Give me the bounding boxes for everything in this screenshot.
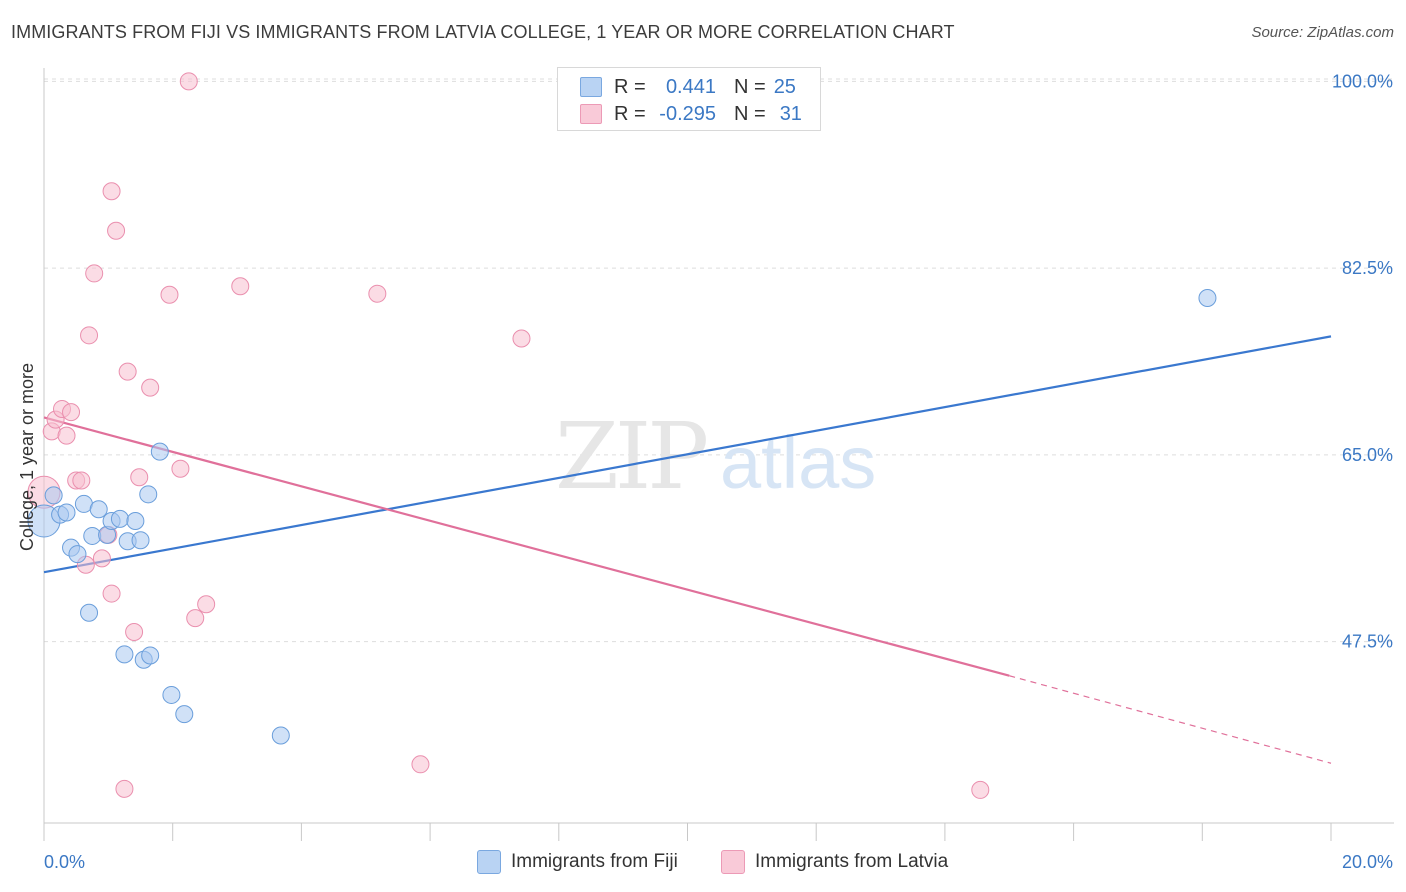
legend-row-fiji: R = 0.441 N = 25 — [580, 74, 796, 100]
latvia-point — [512, 329, 531, 348]
latvia-point — [411, 755, 430, 774]
y-tick-label: 100.0% — [1332, 71, 1393, 91]
latvia-point — [62, 403, 81, 422]
fiji-trend-line — [43, 335, 1332, 574]
latvia-point — [197, 595, 216, 614]
latvia-point — [125, 622, 144, 641]
latvia-point — [118, 362, 137, 381]
data-points — [27, 72, 1217, 799]
fiji-n-label: N = — [734, 75, 766, 98]
fiji-point — [141, 646, 160, 665]
latvia-point — [107, 221, 126, 240]
x-tick-label: 20.0% — [1342, 852, 1393, 872]
legend-row-latvia: R = -0.295 N = 31 — [580, 101, 802, 127]
trend-lines — [43, 335, 1332, 764]
latvia-point — [72, 471, 91, 490]
latvia-point — [971, 780, 990, 799]
bottom-latvia-label: Immigrants from Latvia — [755, 851, 949, 872]
fiji-swatch — [580, 77, 602, 97]
latvia-n-value: 31 — [779, 102, 802, 125]
latvia-point — [160, 285, 179, 304]
fiji-n-value: 25 — [773, 75, 796, 98]
grid-lines — [44, 78, 1394, 643]
fiji-point — [126, 512, 145, 531]
latvia-point — [115, 779, 134, 798]
latvia-swatch — [580, 104, 602, 124]
fiji-r-value: 0.441 — [665, 75, 716, 98]
y-tick-label: 47.5% — [1342, 632, 1393, 652]
latvia-point — [102, 182, 121, 201]
bottom-latvia-swatch — [721, 850, 745, 874]
bottom-fiji-label: Immigrants from Fiji — [511, 851, 678, 872]
fiji-point — [131, 531, 150, 550]
latvia-point — [171, 459, 190, 478]
fiji-point — [80, 603, 99, 622]
fiji-point — [44, 486, 63, 505]
watermark-zip: ZIP — [555, 403, 706, 510]
latvia-point — [186, 609, 205, 628]
fiji-point — [89, 500, 108, 519]
chart-title: IMMIGRANTS FROM FIJI VS IMMIGRANTS FROM … — [11, 22, 955, 42]
latvia-n-label: N = — [734, 102, 766, 125]
latvia-r-label: R = — [614, 102, 646, 125]
latvia-point — [92, 549, 111, 568]
y-axis-title: College, 1 year or more — [17, 363, 37, 551]
fiji-point — [162, 685, 181, 704]
tick-labels: 47.5% 65.0% 82.5% 100.0% 0.0% 20.0% College, 1… — [17, 71, 1393, 872]
bottom-fiji-swatch — [477, 850, 501, 874]
latvia-point — [80, 326, 99, 345]
fiji-point — [115, 645, 134, 664]
latvia-point — [57, 426, 76, 445]
bottom-legend-fiji: Immigrants from Fiji — [477, 850, 678, 874]
fiji-point — [271, 726, 290, 745]
latvia-point — [231, 277, 250, 296]
fiji-point — [175, 705, 194, 724]
source-label: Source: ZipAtlas.com — [1251, 24, 1394, 41]
fiji-point — [68, 545, 87, 564]
x-tick-label: 0.0% — [44, 852, 85, 872]
bottom-legend-latvia: Immigrants from Latvia — [721, 850, 948, 874]
latvia-r-value: -0.295 — [659, 102, 716, 125]
fiji-point — [110, 509, 129, 528]
latvia-point — [130, 468, 149, 487]
correlation-legend: R = 0.441 N = 25 R = -0.295 N = 31 — [557, 67, 821, 131]
latvia-point — [102, 584, 121, 603]
y-tick-label: 65.0% — [1342, 445, 1393, 465]
latvia-point — [85, 264, 104, 283]
fiji-r-label: R = — [614, 75, 646, 98]
fiji-point — [139, 485, 158, 504]
latvia-point — [179, 72, 198, 91]
fiji-point — [150, 442, 169, 461]
latvia-point — [141, 378, 160, 397]
fiji-point — [1198, 288, 1217, 307]
latvia-point — [368, 284, 387, 303]
fiji-point — [57, 503, 76, 522]
latvia-trend-line — [43, 416, 1010, 677]
y-tick-label: 82.5% — [1342, 258, 1393, 278]
axes — [43, 68, 1394, 841]
latvia-trend-extension — [1009, 675, 1332, 764]
